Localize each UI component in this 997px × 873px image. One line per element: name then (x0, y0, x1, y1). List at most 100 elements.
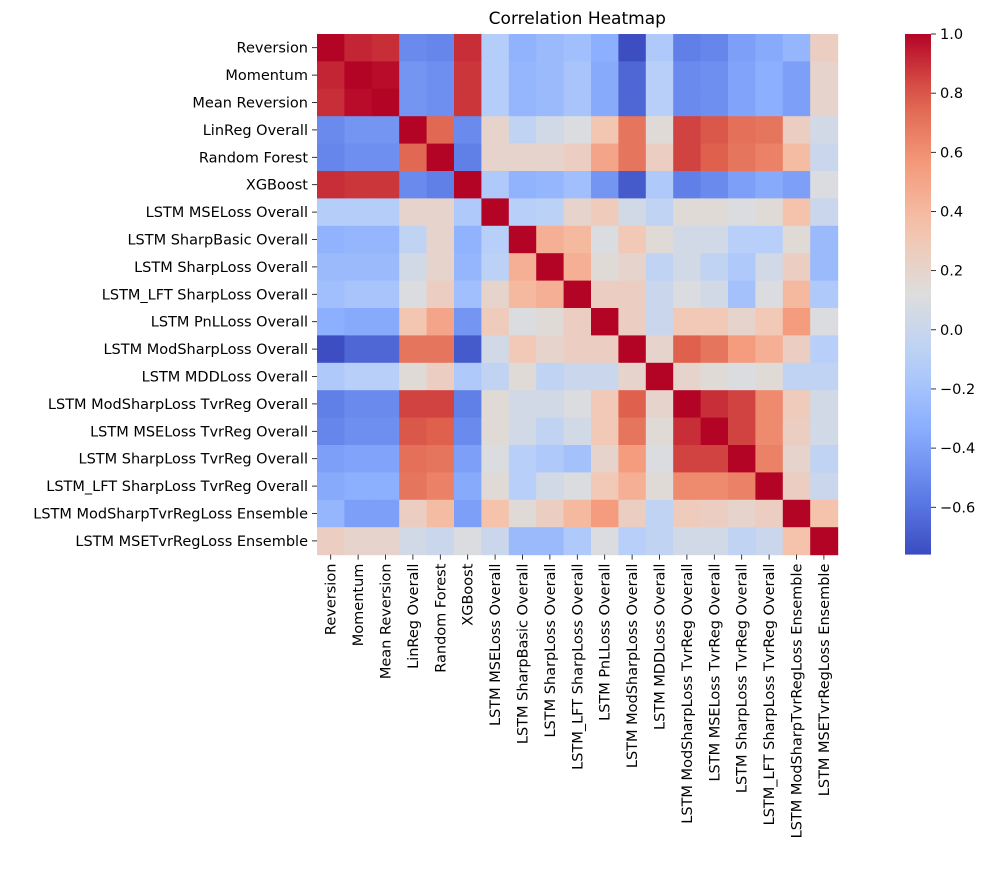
heatmap-cell (563, 472, 592, 501)
heatmap-cell (755, 362, 784, 391)
heatmap-cell (371, 472, 400, 501)
heatmap-cell (454, 280, 482, 309)
heatmap-cell (563, 171, 592, 199)
heatmap-cell (399, 280, 428, 309)
heatmap-cell (371, 116, 400, 145)
heatmap-cell (618, 61, 647, 90)
heatmap-cell (454, 171, 482, 199)
heatmap-cell (591, 308, 619, 336)
heatmap-cell (810, 61, 839, 90)
heatmap-cell (536, 362, 565, 391)
heatmap-cell (782, 225, 811, 254)
heatmap-cell (371, 527, 400, 556)
heatmap-cell (618, 417, 647, 446)
heatmap-cell (645, 308, 674, 336)
heatmap-cells (317, 34, 839, 556)
heatmap-cell (673, 143, 702, 172)
heatmap-cell (645, 198, 674, 227)
heatmap-cell (426, 417, 455, 446)
heatmap-cell (700, 171, 729, 199)
heatmap-cell (371, 225, 400, 254)
heatmap-cell (700, 445, 729, 473)
heatmap-cell (728, 225, 756, 254)
heatmap-cell (591, 280, 619, 309)
heatmap-cell (508, 171, 537, 199)
heatmap-cell (317, 143, 345, 172)
heatmap-cell (426, 88, 455, 117)
heatmap-cell (563, 390, 592, 419)
heatmap-cell (508, 472, 537, 501)
heatmap-cell (426, 472, 455, 501)
heatmap-cell (399, 88, 428, 117)
heatmap-cell (399, 253, 428, 282)
heatmap-cell (618, 225, 647, 254)
heatmap-cell (536, 390, 565, 419)
heatmap-cell (673, 61, 702, 90)
heatmap-cell (755, 34, 784, 62)
heatmap-cell (536, 499, 565, 528)
heatmap-cell (728, 253, 756, 282)
colorbar-tick-label: 0.2 (940, 264, 963, 280)
heatmap-cell (481, 390, 510, 419)
heatmap-cell (591, 335, 619, 364)
heatmap-cell (317, 280, 345, 309)
heatmap-cell (645, 171, 674, 199)
heatmap-cell (344, 417, 373, 446)
heatmap-cell (618, 280, 647, 309)
heatmap-cell (426, 225, 455, 254)
heatmap-cell (536, 308, 565, 336)
heatmap-cell (344, 280, 373, 309)
heatmap-cell (618, 499, 647, 528)
heatmap-cell (344, 335, 373, 364)
y-tick-label: LSTM ModSharpLoss Overall (103, 342, 308, 358)
heatmap-cell (399, 472, 428, 501)
heatmap-cell (645, 143, 674, 172)
heatmap-cell (563, 253, 592, 282)
heatmap-cell (645, 225, 674, 254)
x-tick-label: LSTM SharpBasic Overall (516, 564, 532, 745)
heatmap-cell (645, 88, 674, 117)
heatmap-cell (591, 61, 619, 90)
heatmap-cell (563, 116, 592, 145)
heatmap-cell (454, 499, 482, 528)
y-tick-label: LinReg Overall (203, 123, 308, 139)
heatmap-cell (317, 390, 345, 419)
heatmap-cell (317, 225, 345, 254)
heatmap-cell (371, 88, 400, 117)
heatmap-cell (810, 390, 839, 419)
x-tick-label: LSTM PnLLoss Overall (598, 564, 614, 721)
heatmap-cell (317, 61, 345, 90)
heatmap-cell (755, 445, 784, 473)
heatmap-cell (755, 143, 784, 172)
heatmap-cell (344, 472, 373, 501)
x-tick-label: LSTM MSETvrRegLoss Ensemble (817, 564, 833, 797)
heatmap-cell (508, 390, 537, 419)
heatmap-cell (782, 143, 811, 172)
x-tick-label: LSTM SharpLoss TvrReg Overall (735, 564, 751, 794)
heatmap-cell (618, 34, 647, 62)
heatmap-cell (782, 308, 811, 336)
heatmap-cell (317, 445, 345, 473)
heatmap-cell (508, 445, 537, 473)
heatmap-cell (563, 34, 592, 62)
heatmap-cell (645, 362, 674, 391)
y-tick-label: LSTM MSETvrRegLoss Ensemble (75, 534, 308, 550)
heatmap-cell (673, 499, 702, 528)
heatmap-cell (536, 445, 565, 473)
heatmap-cell (481, 417, 510, 446)
heatmap-cell (426, 390, 455, 419)
colorbar-tick-label: 0.6 (940, 145, 963, 161)
heatmap-cell (563, 280, 592, 309)
heatmap-cell (454, 445, 482, 473)
colorbar-gradient (905, 34, 931, 555)
heatmap-cell (618, 308, 647, 336)
heatmap-cell (591, 417, 619, 446)
heatmap-cell (755, 88, 784, 117)
heatmap-cell (645, 253, 674, 282)
heatmap-cell (317, 308, 345, 336)
heatmap-cell (508, 116, 537, 145)
heatmap-cell (673, 445, 702, 473)
heatmap-cell (728, 34, 756, 62)
heatmap-cell (426, 171, 455, 199)
heatmap-cell (700, 417, 729, 446)
